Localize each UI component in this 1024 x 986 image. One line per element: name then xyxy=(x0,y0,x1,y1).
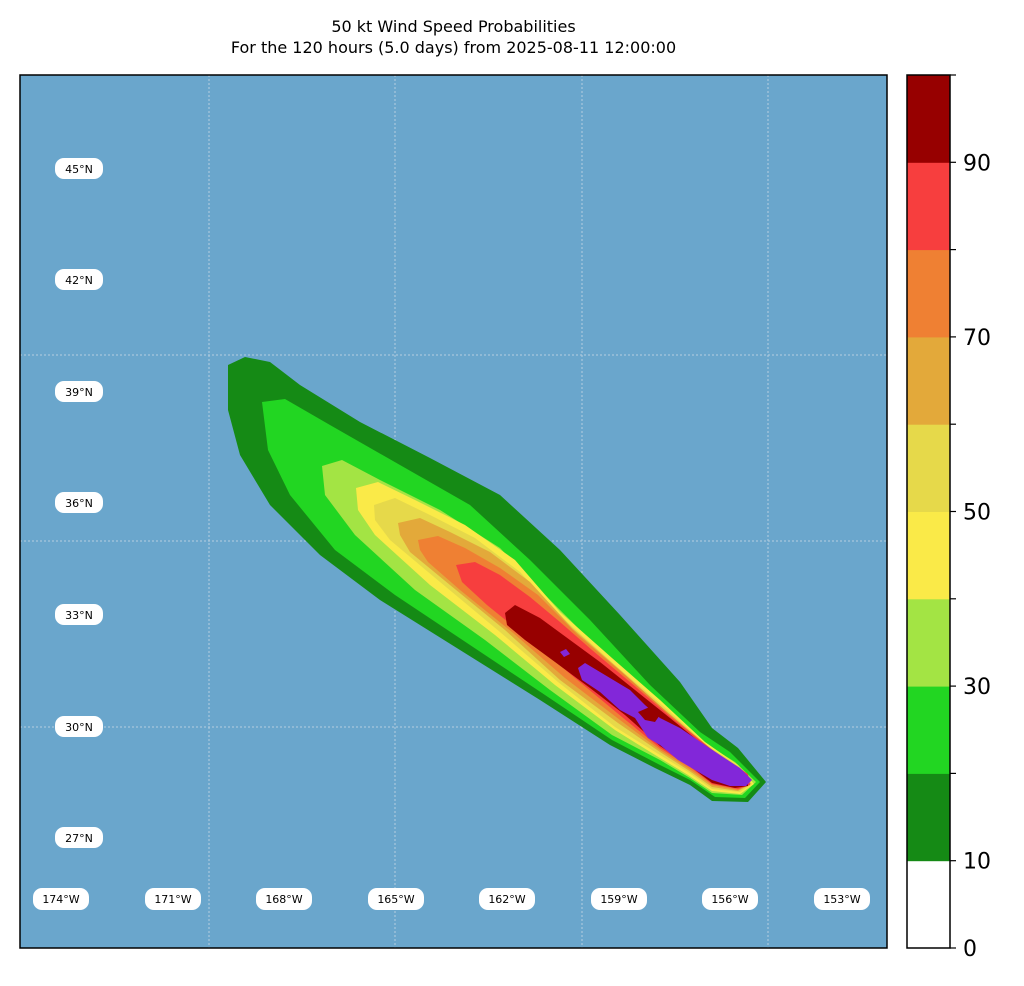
band-90-100 xyxy=(578,663,752,786)
colorbar-segment-80 xyxy=(907,162,950,251)
lon-label-168: 168°W xyxy=(265,893,302,906)
longitude-labels: 174°W 171°W 168°W 165°W 162°W 159°W 156°… xyxy=(33,888,870,910)
probability-swath xyxy=(228,357,766,802)
lat-label-30: 30°N xyxy=(65,721,93,734)
colorbar-segment-40 xyxy=(907,511,950,600)
colorbar-label-30: 30 xyxy=(963,675,991,700)
title-line-1: 50 kt Wind Speed Probabilities xyxy=(331,17,576,36)
colorbar-label-0: 0 xyxy=(963,937,977,962)
lon-label-159: 159°W xyxy=(600,893,637,906)
title-line-2: For the 120 hours (5.0 days) from 2025-0… xyxy=(230,38,677,57)
lon-label-156: 156°W xyxy=(711,893,748,906)
lon-label-174: 174°W xyxy=(42,893,79,906)
lat-label-27: 27°N xyxy=(65,832,93,845)
colorbar-label-70: 70 xyxy=(963,326,991,351)
lat-label-39: 39°N xyxy=(65,386,93,399)
map-title: 50 kt Wind Speed Probabilities For the 1… xyxy=(20,16,887,58)
colorbar-segment-60 xyxy=(907,336,950,425)
colorbar: 0 10 30 50 70 90 xyxy=(906,74,991,962)
lon-label-153: 153°W xyxy=(823,893,860,906)
lat-label-33: 33°N xyxy=(65,609,93,622)
colorbar-label-90: 90 xyxy=(963,151,991,176)
colorbar-segment-90 xyxy=(907,75,950,163)
band-90-100-gap xyxy=(638,706,662,722)
lat-label-36: 36°N xyxy=(65,497,93,510)
lon-label-162: 162°W xyxy=(488,893,525,906)
colorbar-segment-50 xyxy=(907,424,950,512)
colorbar-segment-10 xyxy=(907,773,950,862)
latitude-labels: 45°N 42°N 39°N 36°N 33°N 30°N 27°N xyxy=(55,158,103,848)
colorbar-label-50: 50 xyxy=(963,501,991,526)
colorbar-segment-30 xyxy=(907,598,950,687)
map-frame xyxy=(19,74,888,949)
colorbar-segment-70 xyxy=(907,249,950,338)
lon-label-171: 171°W xyxy=(154,893,191,906)
colorbar-label-10: 10 xyxy=(963,850,991,875)
band-90-100-small xyxy=(560,649,570,657)
colorbar-segment-0 xyxy=(907,860,950,949)
lat-label-42: 42°N xyxy=(65,274,93,287)
lon-label-165: 165°W xyxy=(377,893,414,906)
lat-label-45: 45°N xyxy=(65,163,93,176)
colorbar-segment-20 xyxy=(907,686,950,774)
